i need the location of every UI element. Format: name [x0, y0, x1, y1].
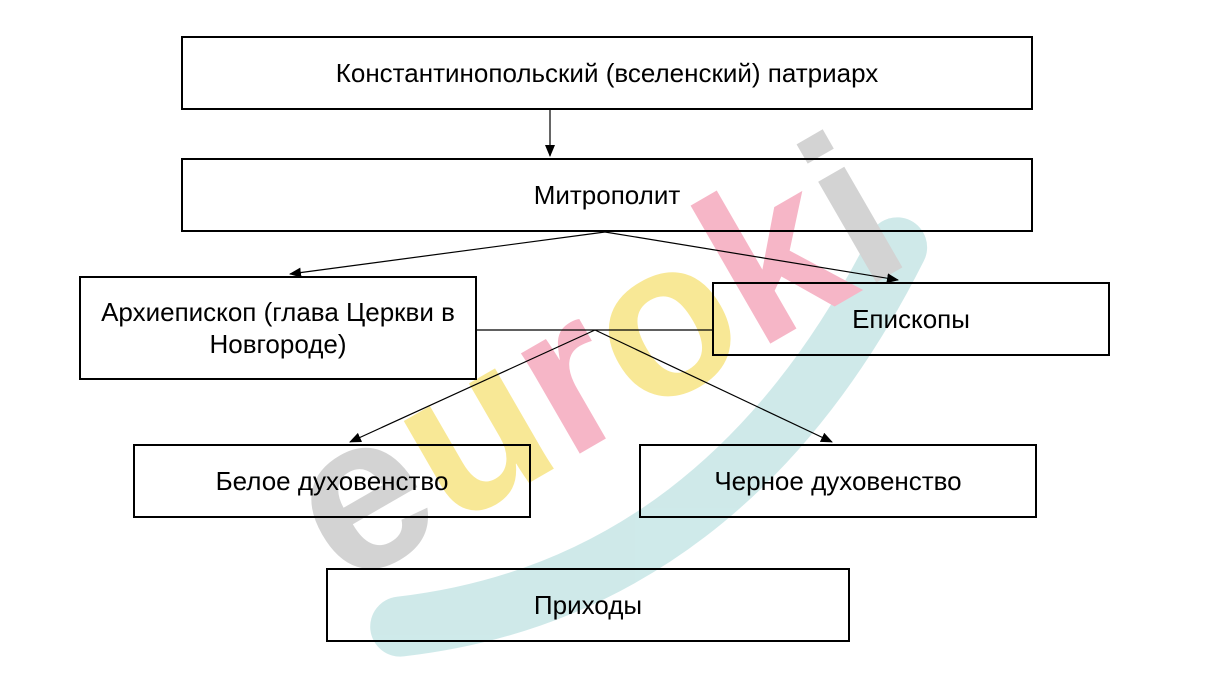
- node-label: Митрополит: [534, 179, 681, 212]
- node-label: Черное духовенство: [714, 465, 961, 498]
- node-archbishop: Архиепископ (глава Церкви в Новгороде): [79, 276, 477, 380]
- node-label: Архиепископ (глава Церкви в Новгороде): [91, 296, 465, 361]
- node-label: Епископы: [852, 303, 970, 336]
- node-patriarch: Константинопольский (вселенский) патриар…: [181, 36, 1033, 110]
- node-metropolitan: Митрополит: [181, 158, 1033, 232]
- node-label: Константинопольский (вселенский) патриар…: [336, 57, 879, 90]
- node-label: Приходы: [534, 589, 642, 622]
- node-bishops: Епископы: [712, 282, 1110, 356]
- node-black-clergy: Черное духовенство: [639, 444, 1037, 518]
- node-parishes: Приходы: [326, 568, 850, 642]
- node-white-clergy: Белое духовенство: [133, 444, 531, 518]
- node-label: Белое духовенство: [216, 465, 449, 498]
